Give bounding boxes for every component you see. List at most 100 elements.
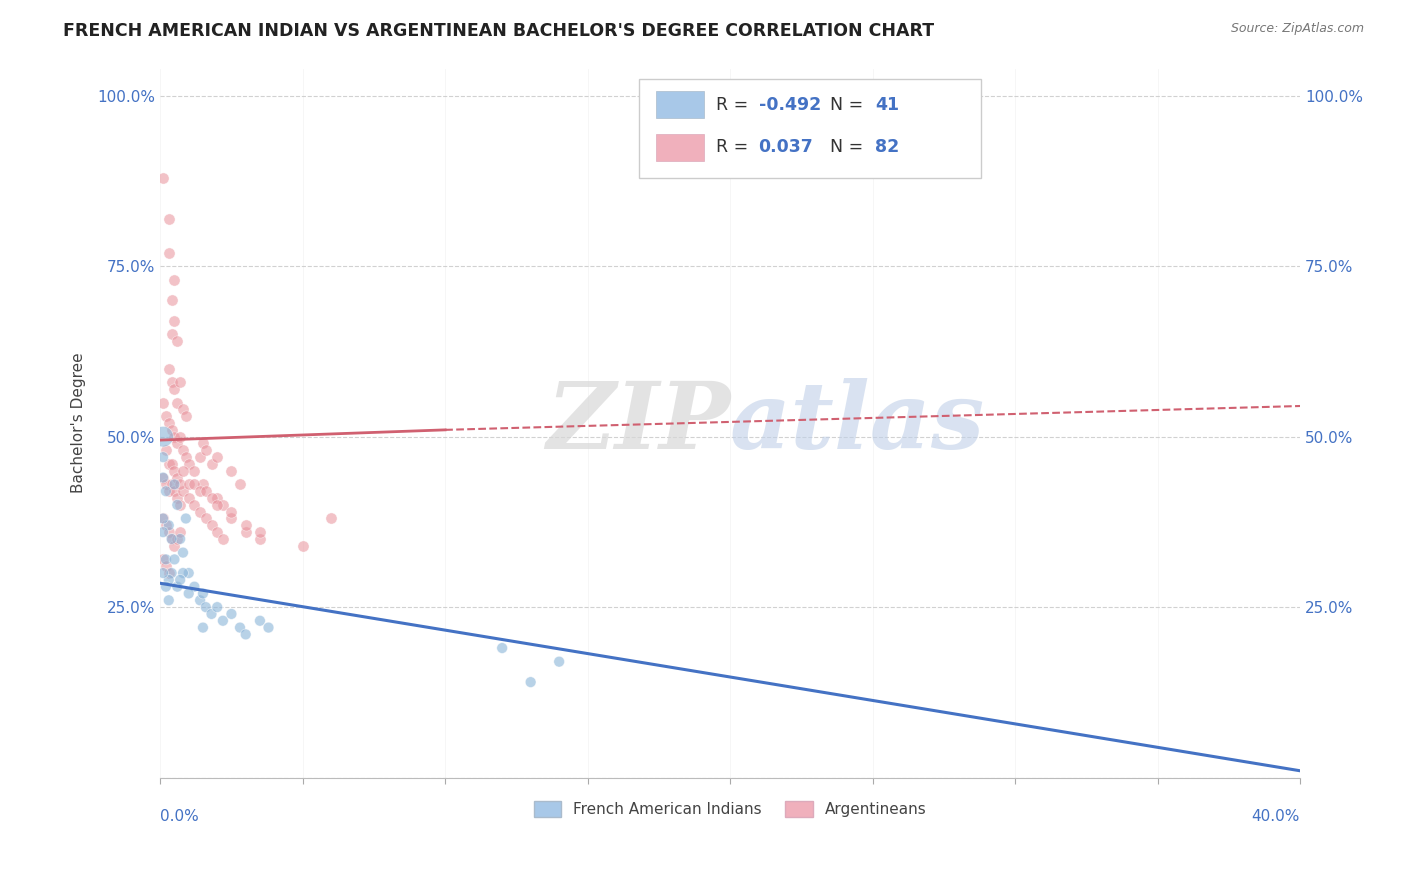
- Point: [160, 566, 183, 580]
- Point: [152, 430, 174, 444]
- Point: [160, 457, 183, 471]
- Y-axis label: Bachelor's Degree: Bachelor's Degree: [72, 352, 86, 493]
- FancyBboxPatch shape: [638, 79, 981, 178]
- Point: [160, 293, 183, 308]
- Point: [200, 491, 222, 505]
- Point: [205, 498, 228, 512]
- Point: [188, 450, 211, 464]
- Point: [160, 423, 183, 437]
- Point: [183, 580, 205, 594]
- Point: [166, 395, 188, 409]
- Point: [183, 477, 205, 491]
- Point: [160, 375, 183, 389]
- Text: Source: ZipAtlas.com: Source: ZipAtlas.com: [1230, 22, 1364, 36]
- Point: [194, 511, 217, 525]
- Point: [177, 457, 200, 471]
- Point: [205, 491, 228, 505]
- Point: [321, 511, 343, 525]
- Point: [163, 484, 186, 499]
- Point: [174, 450, 197, 464]
- Point: [191, 477, 214, 491]
- Point: [155, 409, 177, 424]
- Point: [157, 518, 180, 533]
- Point: [163, 273, 186, 287]
- Point: [172, 443, 194, 458]
- Point: [183, 464, 205, 478]
- Point: [157, 573, 180, 587]
- Point: [155, 580, 177, 594]
- Point: [169, 430, 191, 444]
- Point: [191, 621, 214, 635]
- Point: [548, 655, 571, 669]
- Point: [152, 552, 174, 566]
- Point: [221, 511, 243, 525]
- Bar: [657, 134, 704, 161]
- Point: [194, 484, 217, 499]
- Point: [177, 477, 200, 491]
- Point: [152, 525, 174, 540]
- Point: [205, 600, 228, 615]
- Point: [169, 525, 191, 540]
- Point: [291, 539, 314, 553]
- Point: [166, 334, 188, 349]
- Point: [160, 327, 183, 342]
- Point: [221, 505, 243, 519]
- Point: [157, 457, 180, 471]
- Point: [157, 525, 180, 540]
- Point: [177, 586, 200, 600]
- Point: [152, 450, 174, 464]
- Point: [163, 477, 186, 491]
- Point: [157, 566, 180, 580]
- Point: [235, 518, 257, 533]
- Point: [155, 484, 177, 499]
- Point: [191, 436, 214, 450]
- Point: [200, 607, 222, 621]
- Point: [163, 430, 186, 444]
- Point: [172, 566, 194, 580]
- Point: [166, 532, 188, 546]
- Point: [188, 505, 211, 519]
- Point: [194, 443, 217, 458]
- Point: [157, 245, 180, 260]
- Text: R =: R =: [717, 95, 754, 113]
- Point: [152, 395, 174, 409]
- Point: [212, 614, 235, 628]
- Point: [166, 580, 188, 594]
- Point: [172, 402, 194, 417]
- Point: [166, 470, 188, 484]
- Point: [194, 600, 217, 615]
- Point: [257, 621, 280, 635]
- Point: [157, 416, 180, 430]
- Point: [172, 464, 194, 478]
- Text: 41: 41: [875, 95, 898, 113]
- Point: [152, 566, 174, 580]
- Point: [163, 464, 186, 478]
- Point: [249, 525, 271, 540]
- Point: [177, 491, 200, 505]
- Point: [183, 498, 205, 512]
- Point: [200, 457, 222, 471]
- Point: [157, 211, 180, 226]
- Legend: French American Indians, Argentineans: French American Indians, Argentineans: [527, 795, 932, 823]
- Point: [166, 436, 188, 450]
- Point: [152, 511, 174, 525]
- Point: [172, 484, 194, 499]
- Point: [152, 511, 174, 525]
- Text: 82: 82: [875, 138, 898, 156]
- Text: R =: R =: [717, 138, 754, 156]
- Point: [188, 593, 211, 607]
- Point: [191, 586, 214, 600]
- Point: [157, 361, 180, 376]
- Point: [166, 498, 188, 512]
- Point: [152, 470, 174, 484]
- Point: [169, 532, 191, 546]
- Text: atlas: atlas: [730, 378, 986, 468]
- Point: [152, 470, 174, 484]
- Point: [169, 477, 191, 491]
- Point: [229, 621, 252, 635]
- Point: [155, 477, 177, 491]
- Point: [160, 477, 183, 491]
- Point: [152, 170, 174, 185]
- Point: [491, 640, 513, 655]
- Point: [200, 518, 222, 533]
